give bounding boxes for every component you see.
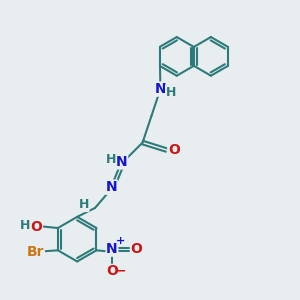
Text: O: O [106,264,118,278]
Text: H: H [20,219,30,232]
Text: −: − [116,265,126,278]
Text: N: N [106,180,117,194]
Text: H: H [166,85,176,98]
Text: N: N [154,82,166,96]
Text: O: O [131,242,142,256]
Text: N: N [116,155,128,169]
Text: H: H [106,153,116,166]
Text: O: O [168,143,180,157]
Text: Br: Br [27,245,44,259]
Text: O: O [31,220,42,233]
Text: H: H [79,199,89,212]
Text: +: + [116,236,125,246]
Text: N: N [106,242,118,256]
